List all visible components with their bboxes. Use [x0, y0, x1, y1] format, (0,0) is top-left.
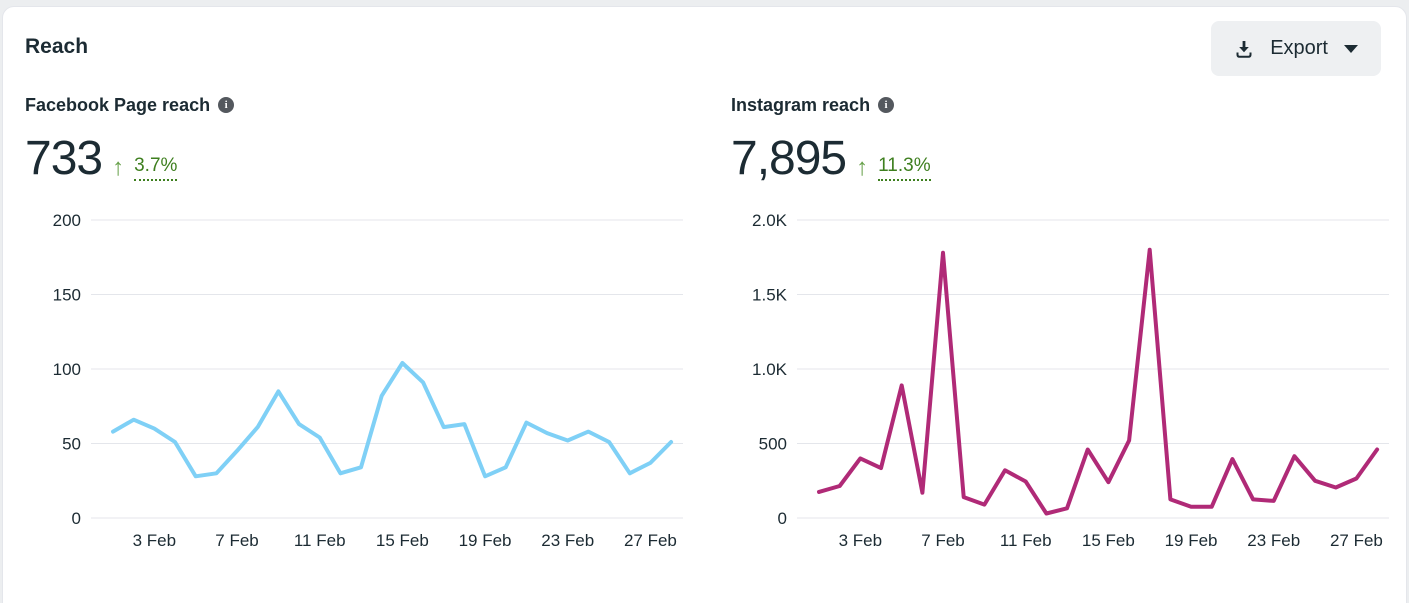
- y-axis-tick-label: 100: [53, 360, 81, 379]
- y-axis-tick-label: 1.0K: [752, 360, 788, 379]
- x-axis-tick-label: 15 Feb: [376, 531, 429, 550]
- y-axis-tick-label: 2.0K: [752, 211, 788, 230]
- instagram-reach-value: 7,895: [731, 132, 847, 185]
- x-axis-tick-label: 11 Feb: [1000, 531, 1052, 550]
- x-axis-tick-label: 27 Feb: [1330, 531, 1383, 550]
- page-title: Reach: [25, 35, 89, 58]
- x-axis-tick-label: 3 Feb: [133, 531, 176, 550]
- y-axis-tick-label: 50: [62, 435, 81, 454]
- y-axis-tick-label: 1.5K: [752, 286, 788, 305]
- reach-card: Reach Export Facebook Page reach i 733 ↑…: [2, 6, 1407, 603]
- x-axis-tick-label: 27 Feb: [624, 531, 677, 550]
- x-axis-tick-label: 23 Feb: [1247, 531, 1300, 550]
- y-axis-tick-label: 150: [53, 286, 81, 305]
- facebook-reach-section: Facebook Page reach i 733 ↑ 3.7% 0 50 100 1…: [25, 93, 707, 560]
- export-button[interactable]: Export: [1211, 21, 1381, 76]
- download-icon: [1233, 38, 1255, 60]
- arrow-up-icon: ↑: [112, 154, 125, 181]
- y-axis-tick-label: 500: [759, 435, 787, 454]
- x-axis-tick-label: 7 Feb: [215, 531, 258, 550]
- info-icon[interactable]: i: [878, 97, 895, 113]
- y-axis-tick-label: 200: [53, 211, 81, 230]
- facebook-reach-label: Facebook Page reach: [25, 94, 211, 115]
- caret-down-icon: [1343, 44, 1359, 54]
- facebook-reach-value: 733: [25, 132, 103, 185]
- facebook-reach-change[interactable]: 3.7%: [134, 154, 178, 181]
- x-axis-tick-label: 19 Feb: [1165, 531, 1218, 550]
- facebook-reach-chart: 0 50 100 150 200 3 Feb 7 Feb 11 Feb 15 Feb 19 Feb…: [53, 211, 683, 550]
- arrow-up-icon: ↑: [856, 154, 869, 181]
- x-axis-tick-label: 11 Feb: [294, 531, 346, 550]
- x-axis-tick-label: 3 Feb: [839, 531, 882, 550]
- x-axis-tick-label: 23 Feb: [541, 531, 594, 550]
- x-axis-tick-label: 15 Feb: [1082, 531, 1135, 550]
- instagram-reach-section: Instagram reach i 7,895 ↑ 11.3% 0 500 1.0K…: [731, 93, 1409, 560]
- line-series: [817, 247, 1380, 516]
- y-axis-tick-label: 0: [72, 509, 81, 528]
- y-axis-tick-label: 0: [778, 509, 787, 528]
- line-series: [111, 361, 674, 479]
- instagram-reach-chart: 0 500 1.0K 1.5K 2.0K 3 Feb 7 Feb 11 Feb 15 Feb 19…: [752, 211, 1389, 550]
- instagram-reach-change[interactable]: 11.3%: [878, 154, 931, 181]
- export-button-label: Export: [1270, 37, 1328, 59]
- x-axis-tick-label: 7 Feb: [921, 531, 964, 550]
- instagram-reach-label: Instagram reach: [731, 94, 871, 115]
- info-icon[interactable]: i: [218, 97, 235, 113]
- x-axis-tick-label: 19 Feb: [459, 531, 512, 550]
